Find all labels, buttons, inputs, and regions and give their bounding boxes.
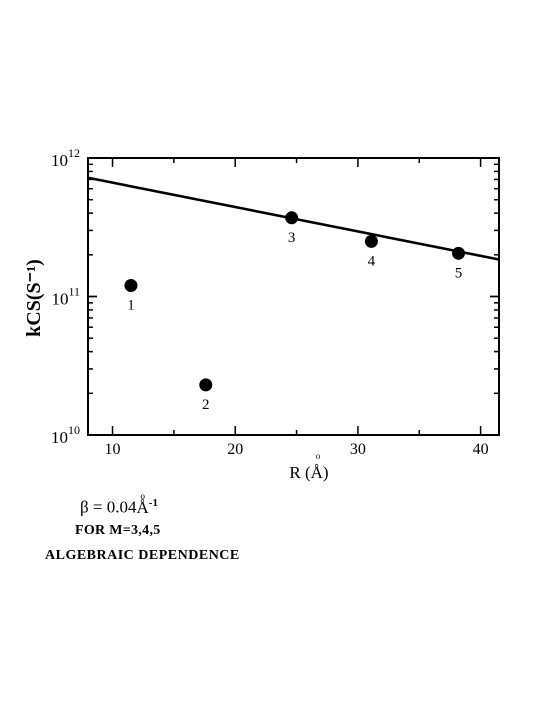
y-tick-label: 1012 [51, 146, 80, 170]
point-label: 1 [127, 298, 135, 314]
plot-frame [87, 157, 500, 436]
y-axis-ticks: 1010 1011 1012 [51, 146, 499, 447]
x-tick-label: 40 [473, 441, 489, 458]
point-label: 5 [455, 265, 463, 281]
data-point [452, 246, 466, 260]
data-point [285, 211, 299, 225]
beta-prefix: β = 0.04 [80, 497, 137, 517]
beta-unit-ring: o [140, 490, 146, 501]
point-labels: 1 2 3 4 5 [127, 230, 462, 413]
x-axis-ticks: 10 20 30 40 [105, 158, 489, 458]
data-point [124, 279, 138, 293]
beta-unit: Å [136, 497, 149, 517]
data-point [199, 378, 213, 392]
y-tick-label: 1011 [51, 285, 80, 309]
x-tick-label: 30 [350, 441, 366, 458]
point-label: 4 [368, 253, 376, 269]
formula-line: FOR M=3,4,5 [75, 523, 161, 538]
x-axis-label-ring: o [316, 451, 321, 461]
point-label: 2 [202, 397, 210, 413]
x-tick-label: 10 [105, 441, 121, 458]
data-series [87, 176, 500, 392]
beta-exponent: -1 [148, 497, 158, 509]
y-tick-label: 1010 [51, 423, 80, 447]
y-axis-label: kCS(S⁻¹) [23, 259, 45, 337]
data-point [364, 234, 378, 248]
point-label: 3 [288, 230, 296, 246]
beta-annotation: β = 0.04Å o -1 [80, 491, 158, 518]
dependence-line: ALGEBRAIC DEPENDENCE [45, 548, 240, 563]
x-tick-label: 20 [227, 441, 243, 458]
x-axis-label: R (Å) [289, 463, 328, 482]
